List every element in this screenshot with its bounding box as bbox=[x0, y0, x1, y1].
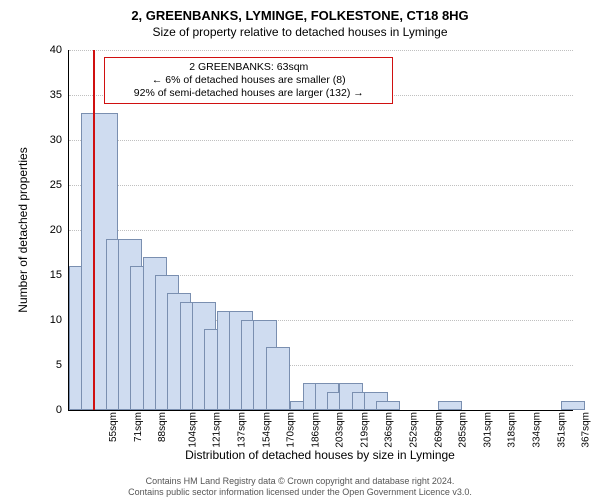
x-tick-label: 203sqm bbox=[335, 412, 346, 448]
histogram-bar bbox=[376, 401, 400, 410]
histogram-bar bbox=[438, 401, 462, 410]
gridline bbox=[69, 230, 573, 231]
title-subtitle: Size of property relative to detached ho… bbox=[0, 23, 600, 39]
y-tick-label: 5 bbox=[34, 359, 62, 371]
histogram-bar bbox=[561, 401, 585, 410]
y-tick-label: 30 bbox=[34, 134, 62, 146]
gridline bbox=[69, 50, 573, 51]
x-tick-label: 121sqm bbox=[212, 412, 223, 448]
x-axis-label: Distribution of detached houses by size … bbox=[68, 448, 572, 462]
footer-attribution: Contains HM Land Registry data © Crown c… bbox=[0, 476, 600, 498]
footer-line1: Contains HM Land Registry data © Crown c… bbox=[0, 476, 600, 487]
histogram-bar bbox=[266, 347, 290, 410]
x-tick-label: 252sqm bbox=[409, 412, 420, 448]
gridline bbox=[69, 140, 573, 141]
y-tick-label: 35 bbox=[34, 89, 62, 101]
title-address: 2, GREENBANKS, LYMINGE, FOLKESTONE, CT18… bbox=[0, 0, 600, 23]
y-tick-label: 15 bbox=[34, 269, 62, 281]
annotation-box: 2 GREENBANKS: 63sqm← 6% of detached hous… bbox=[104, 57, 393, 104]
x-tick-label: 351sqm bbox=[556, 412, 567, 448]
x-tick-label: 55sqm bbox=[108, 412, 119, 442]
plot-region: 2 GREENBANKS: 63sqm← 6% of detached hous… bbox=[68, 50, 573, 411]
x-tick-label: 137sqm bbox=[237, 412, 248, 448]
x-tick-label: 104sqm bbox=[187, 412, 198, 448]
gridline bbox=[69, 185, 573, 186]
y-axis-label: Number of detached properties bbox=[16, 147, 30, 312]
x-tick-label: 301sqm bbox=[482, 412, 493, 448]
chart-area: Number of detached properties 2 GREENBAN… bbox=[68, 50, 572, 410]
x-tick-label: 186sqm bbox=[310, 412, 321, 448]
y-tick-label: 0 bbox=[34, 404, 62, 416]
x-tick-label: 219sqm bbox=[359, 412, 370, 448]
footer-line2: Contains public sector information licen… bbox=[0, 487, 600, 498]
y-tick-label: 20 bbox=[34, 224, 62, 236]
y-tick-label: 10 bbox=[34, 314, 62, 326]
annotation-line: 2 GREENBANKS: 63sqm bbox=[111, 61, 386, 74]
x-tick-label: 154sqm bbox=[261, 412, 272, 448]
x-tick-label: 269sqm bbox=[433, 412, 444, 448]
annotation-line: ← 6% of detached houses are smaller (8) bbox=[111, 74, 386, 87]
reference-marker-line bbox=[93, 50, 95, 410]
x-tick-label: 236sqm bbox=[384, 412, 395, 448]
x-tick-label: 367sqm bbox=[581, 412, 592, 448]
annotation-line: 92% of semi-detached houses are larger (… bbox=[111, 87, 386, 100]
x-tick-label: 71sqm bbox=[133, 412, 144, 442]
x-tick-label: 170sqm bbox=[286, 412, 297, 448]
x-tick-label: 318sqm bbox=[507, 412, 518, 448]
x-tick-label: 88sqm bbox=[157, 412, 168, 442]
x-tick-label: 334sqm bbox=[532, 412, 543, 448]
y-tick-label: 25 bbox=[34, 179, 62, 191]
y-tick-label: 40 bbox=[34, 44, 62, 56]
x-tick-label: 285sqm bbox=[458, 412, 469, 448]
